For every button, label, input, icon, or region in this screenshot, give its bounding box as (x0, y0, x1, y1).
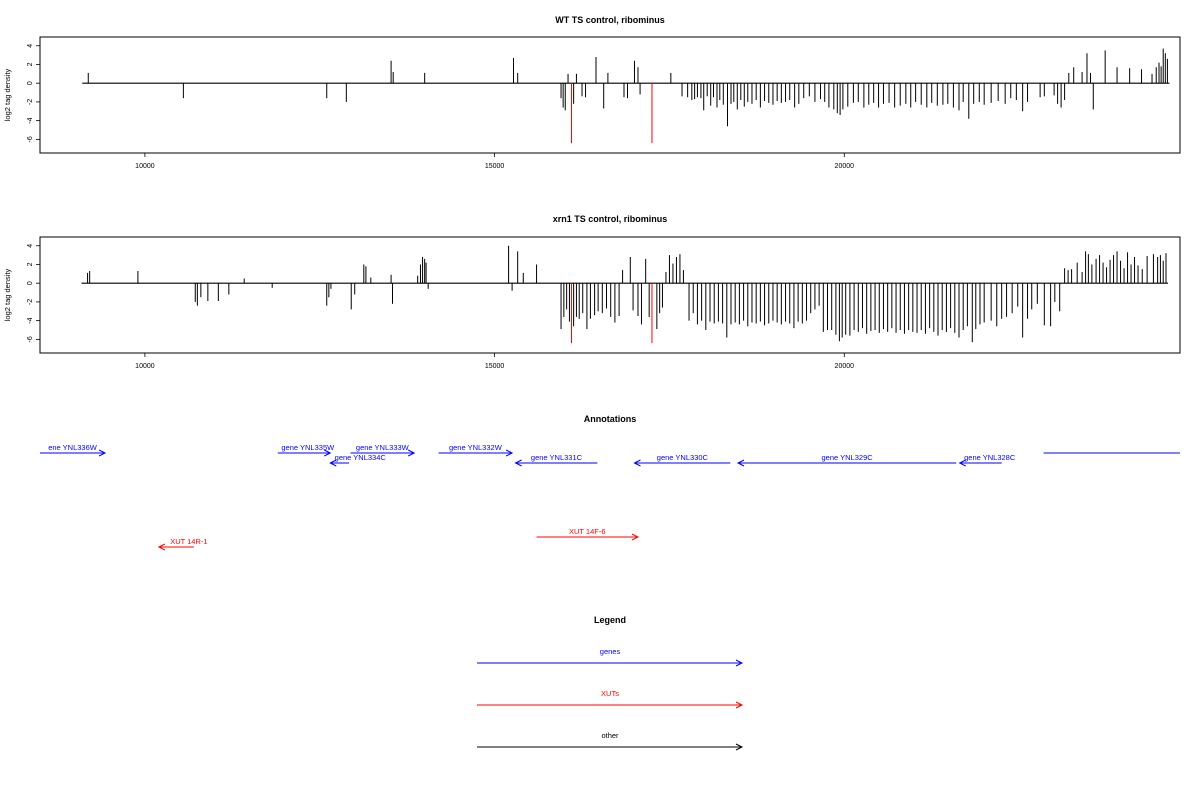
arrow-head (633, 459, 641, 467)
legend-arrow-head (735, 743, 744, 751)
wt-highlight-bars (571, 83, 653, 144)
y-tick-label: -6 (27, 336, 34, 342)
y-tick-label: 4 (27, 244, 34, 248)
y-tick-label: 0 (27, 81, 34, 85)
arrow-head (505, 449, 514, 457)
arrow-head (157, 543, 166, 551)
wt-plot-frame (39, 36, 1181, 154)
x-tick-label: 20000 (835, 363, 855, 370)
legend: Legend genes XUTs other (477, 615, 744, 751)
wt-bars (82, 48, 1170, 127)
annotation-feature: gene YNL328C (958, 453, 1016, 467)
feature-label: XUT 14R-1 (170, 537, 207, 546)
xrn1-plot-frame (39, 236, 1181, 354)
annotation-feature: gene YNL331C (514, 453, 598, 467)
feature-label: gene YNL335W (281, 443, 335, 452)
xrn1-bars (81, 245, 1169, 343)
x-tick-label: 10000 (135, 363, 155, 370)
wt-panel-title: WT TS control, ribominus (555, 15, 665, 25)
arrow-head (631, 533, 640, 541)
annotations-title: Annotations (584, 414, 637, 424)
wt-y-axis-label: log2 tag density (3, 68, 12, 121)
annotation-feature: gene YNL335W (277, 443, 335, 457)
feature-label: gene YNL328C (964, 453, 1016, 462)
annotation-feature: gene YNL333W (350, 443, 416, 457)
arrow-head (514, 459, 522, 467)
y-tick-label: -4 (27, 317, 34, 323)
arrow-head (958, 459, 966, 467)
arrow-head (407, 449, 416, 457)
feature-label: gene YNL331C (531, 453, 583, 462)
x-tick-label: 20000 (835, 163, 855, 170)
annotation-feature: ene YNL336W (40, 443, 107, 457)
feature-label: gene YNL333W (356, 443, 410, 452)
wt-density-panel: WT TS control, ribominus log2 tag densit… (3, 15, 1181, 170)
legend-item: XUTs (477, 689, 744, 709)
legend-arrow-head (735, 701, 744, 709)
annotation-feature: gene YNL330C (633, 453, 731, 467)
legend-arrow-head (735, 659, 744, 667)
feature-label: XUT 14F-6 (569, 527, 606, 536)
xrn1-highlight-bars (571, 283, 653, 344)
legend-label: other (601, 731, 619, 740)
feature-label: gene YNL330C (657, 453, 709, 462)
arrow-head (98, 449, 107, 457)
feature-label: gene YNL329C (822, 453, 874, 462)
y-tick-label: 2 (27, 262, 34, 266)
legend-label: XUTs (601, 689, 619, 698)
annotation-feature: XUT 14F-6 (536, 527, 640, 541)
feature-label: gene YNL334C (335, 453, 387, 462)
annotations-track: Annotations ene YNL336W gene YNL335Wgene … (40, 414, 1180, 551)
legend-item: genes (477, 647, 744, 667)
x-tick-label: 10000 (135, 163, 155, 170)
xrn1-density-panel: xrn1 TS control, ribominus log2 tag dens… (3, 214, 1181, 370)
x-tick-label: 15000 (485, 363, 505, 370)
wt-axes: -6 -4 -2 0 2 4 10000 15000 20000 (27, 44, 854, 170)
feature-label: ene YNL336W (48, 443, 98, 452)
y-tick-label: -2 (27, 99, 34, 105)
y-tick-label: -6 (27, 136, 34, 142)
y-tick-label: 2 (27, 62, 34, 66)
legend-title: Legend (594, 615, 626, 625)
arrow-head (324, 449, 332, 457)
xrn1-y-axis-label: log2 tag density (3, 268, 12, 321)
legend-label: genes (600, 647, 621, 656)
arrow-head (329, 459, 337, 467)
x-tick-label: 15000 (485, 163, 505, 170)
annotation-feature: XUT 14R-1 (157, 537, 208, 551)
annotation-feature: gene YNL332W (438, 443, 514, 457)
annotation-feature: gene YNL329C (736, 453, 957, 467)
annotation-feature: gene YNL334C (329, 453, 387, 467)
y-tick-label: 0 (27, 281, 34, 285)
arrow-head (736, 459, 745, 467)
y-tick-label: -4 (27, 117, 34, 123)
feature-label: gene YNL332W (449, 443, 503, 452)
y-tick-label: 4 (27, 44, 34, 48)
legend-items: genes XUTs other (477, 647, 744, 751)
legend-item: other (477, 731, 744, 751)
xrn1-axes: -6 -4 -2 0 2 4 10000 15000 20000 (27, 244, 854, 370)
xrn1-panel-title: xrn1 TS control, ribominus (553, 214, 668, 224)
y-tick-label: -2 (27, 299, 34, 305)
